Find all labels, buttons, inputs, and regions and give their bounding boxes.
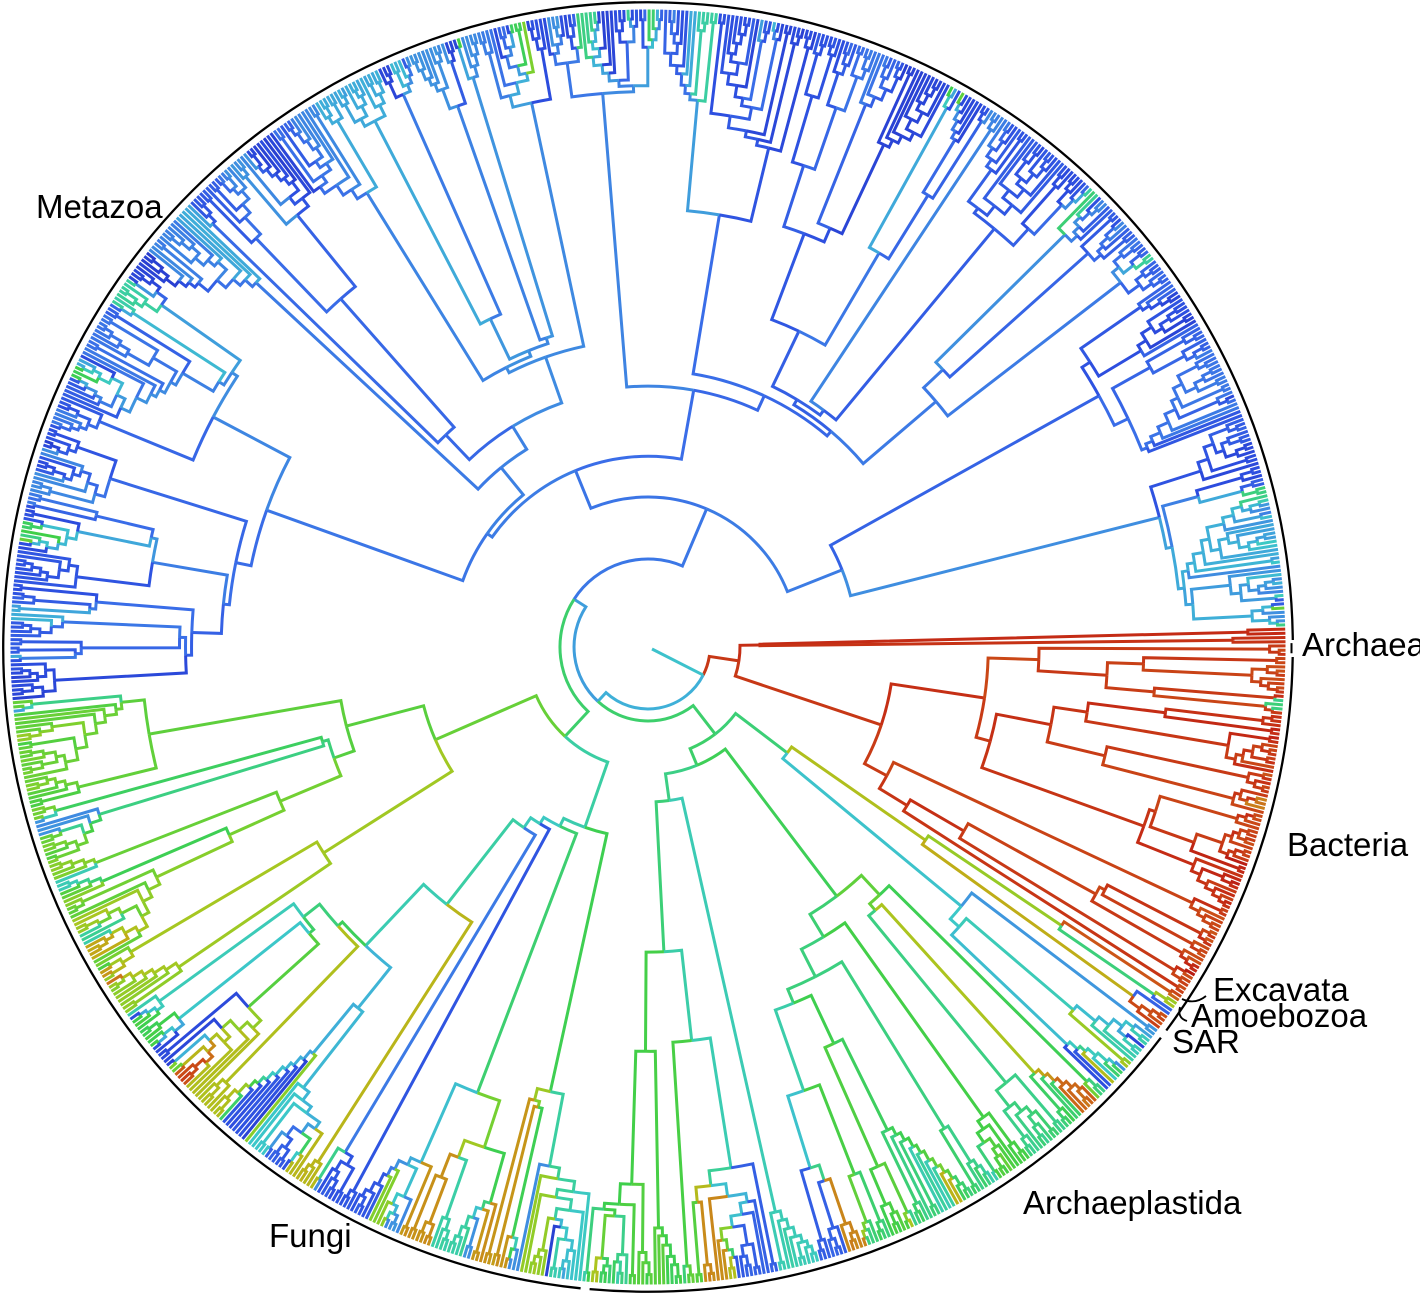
svg-text:Archaeplastida: Archaeplastida	[1023, 1184, 1242, 1221]
svg-text:Fungi: Fungi	[269, 1217, 352, 1254]
svg-text:Metazoa: Metazoa	[36, 188, 163, 225]
svg-text:Bacteria: Bacteria	[1287, 826, 1409, 863]
svg-text:SAR: SAR	[1172, 1023, 1240, 1060]
svg-text:Archaea: Archaea	[1302, 626, 1420, 663]
svg-text:Amoebozoa: Amoebozoa	[1191, 997, 1368, 1034]
svg-text:Excavata: Excavata	[1213, 971, 1349, 1008]
